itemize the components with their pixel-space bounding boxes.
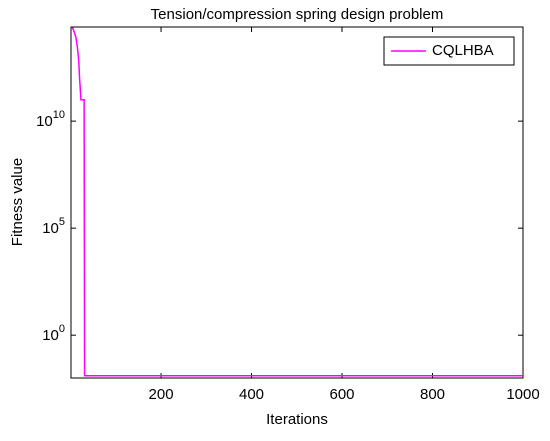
plot-frame (70, 26, 524, 379)
x-tick-label: 400 (239, 386, 264, 403)
x-axis-label: Iterations (266, 411, 328, 428)
legend-label: CQLHBA (432, 42, 494, 59)
data-line (71, 27, 523, 377)
x-tick-label: 600 (330, 386, 355, 403)
y-axis-label: Fitness value (9, 158, 26, 246)
x-tick-label: 800 (420, 386, 445, 403)
y-tick-label: 105 (42, 216, 65, 237)
x-tick-label: 200 (149, 386, 174, 403)
y-tick-label: 100 (42, 323, 65, 344)
y-tick-label: 1010 (36, 109, 65, 130)
chart-title: Tension/compression spring design proble… (151, 6, 444, 23)
x-tick-label: 1000 (506, 386, 539, 403)
